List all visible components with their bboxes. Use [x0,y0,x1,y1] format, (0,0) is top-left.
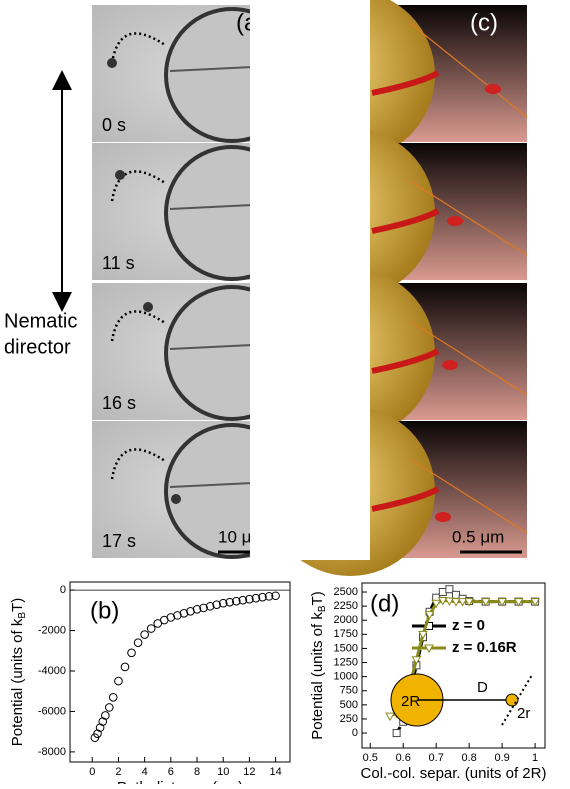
annotation: D [477,679,488,696]
colloid-3d [442,360,458,370]
data-point [109,693,117,701]
data-point [446,586,453,593]
data-point [452,591,459,598]
legend-label: z = 0.16R [452,639,517,656]
data-point [105,704,113,712]
y-tick-label: 1750 [334,628,358,640]
y-axis-label: Potential (units of kBT) [309,591,328,739]
panel-label: (b) [90,597,119,624]
colloid [143,302,153,312]
time-label: 16 s [102,393,136,413]
x-axis-label: Path distance (μm) [117,779,243,784]
colloid-3d [435,512,451,522]
annotation: 2r [517,705,530,722]
y-axis-label-part: T) [9,598,26,612]
x-tick-label: 0 [89,766,95,778]
x-tick-label: 0.9 [494,752,509,764]
data-point [128,649,136,657]
panel-label: (d) [370,590,399,617]
data-point [393,730,400,737]
x-tick-label: 14 [269,766,281,778]
x-tick-label: 8 [194,766,200,778]
data-point [115,677,123,685]
figure: Nematic director 0 s11 s16 s17 s(a)10 μm… [0,0,570,784]
x-tick-label: 6 [168,766,174,778]
x-tick-label: 4 [142,766,148,778]
time-label: 0 s [102,115,126,135]
director-label: director [4,336,71,358]
y-axis-label-part: Potential (units of k [309,612,326,740]
x-tick-label: 0.8 [462,752,477,764]
time-label: 11 s [102,253,135,273]
data-point [147,625,155,633]
x-tick-label: 0.6 [396,752,411,764]
y-tick-label: 0 [352,727,358,739]
y-tick-label: -6000 [38,705,66,717]
y-tick-label: 750 [340,685,358,697]
x-tick-label: 12 [243,766,255,778]
data-point [439,589,446,596]
colloid [115,170,125,180]
y-tick-label: 1000 [334,671,358,683]
time-label: 17 s [102,531,136,551]
legend-label: z = 0 [452,617,485,634]
x-axis-label: Col.-col. separ. (units of 2R) [361,765,547,782]
data-point [121,663,129,671]
data-point [386,713,394,720]
y-tick-label: -8000 [38,746,66,758]
y-tick-label: 2000 [334,614,358,626]
colloid-3d [485,84,501,94]
director-label: Nematic [4,310,77,332]
panel-label: (c) [470,9,498,36]
y-axis-label-part: T) [309,591,326,605]
y-tick-label: -2000 [38,624,66,636]
y-tick-label: 500 [340,699,358,711]
data-point [141,631,149,639]
x-tick-label: 10 [217,766,229,778]
y-tick-label: 1500 [334,642,358,654]
y-tick-label: 1250 [334,656,358,668]
colloid-3d [447,216,463,226]
y-tick-label: 0 [60,584,66,596]
x-tick-label: 1 [532,752,538,764]
scale-label: 0.5 μm [452,527,504,546]
y-tick-label: -4000 [38,665,66,677]
y-tick-label: 2500 [334,586,358,598]
x-tick-label: 2 [115,766,121,778]
x-tick-label: 0.7 [429,752,444,764]
y-tick-label: 2250 [334,600,358,612]
x-tick-label: 0.5 [363,752,378,764]
y-axis-label-part: Potential (units of k [9,618,26,746]
colloid [171,494,181,504]
annotation: 2R [401,693,420,710]
mask [292,0,370,560]
y-tick-label: 250 [340,713,358,725]
data-point [134,639,142,647]
colloid [107,58,117,68]
y-axis-label: Potential (units of kBT) [9,598,28,746]
